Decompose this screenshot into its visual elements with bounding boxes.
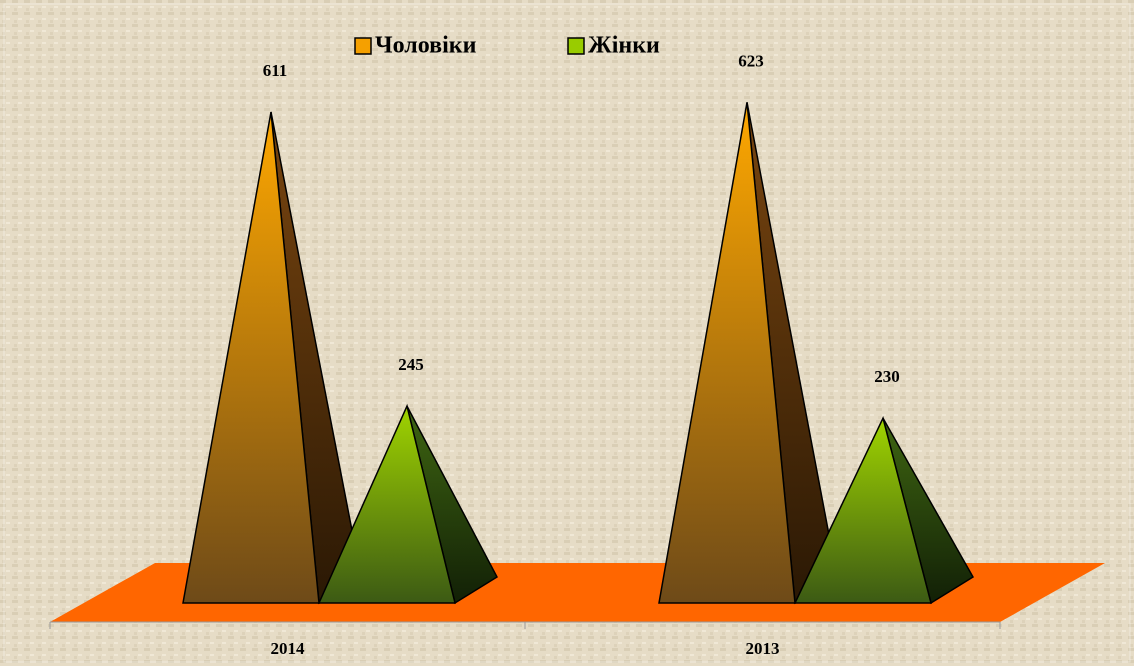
x-tick-label: 2013: [746, 639, 780, 658]
data-label: 611: [263, 61, 288, 80]
legend-label: Чоловіки: [375, 33, 477, 59]
x-tick-label: 2014: [271, 639, 306, 658]
data-label: 623: [738, 51, 764, 70]
legend: Чоловіки Жінки: [354, 33, 660, 59]
legend-swatch: [354, 37, 372, 55]
plot: 611 245 623 230: [182, 51, 975, 605]
data-label: 230: [874, 367, 900, 386]
legend-swatch: [567, 37, 585, 55]
pyramid: [182, 111, 320, 604]
legend-label: Жінки: [588, 33, 660, 59]
pyramid: [658, 102, 796, 604]
frame: [3, 3, 1131, 663]
pyramid: [793, 415, 932, 604]
data-label: 245: [398, 355, 424, 374]
pyramid: [317, 403, 456, 604]
